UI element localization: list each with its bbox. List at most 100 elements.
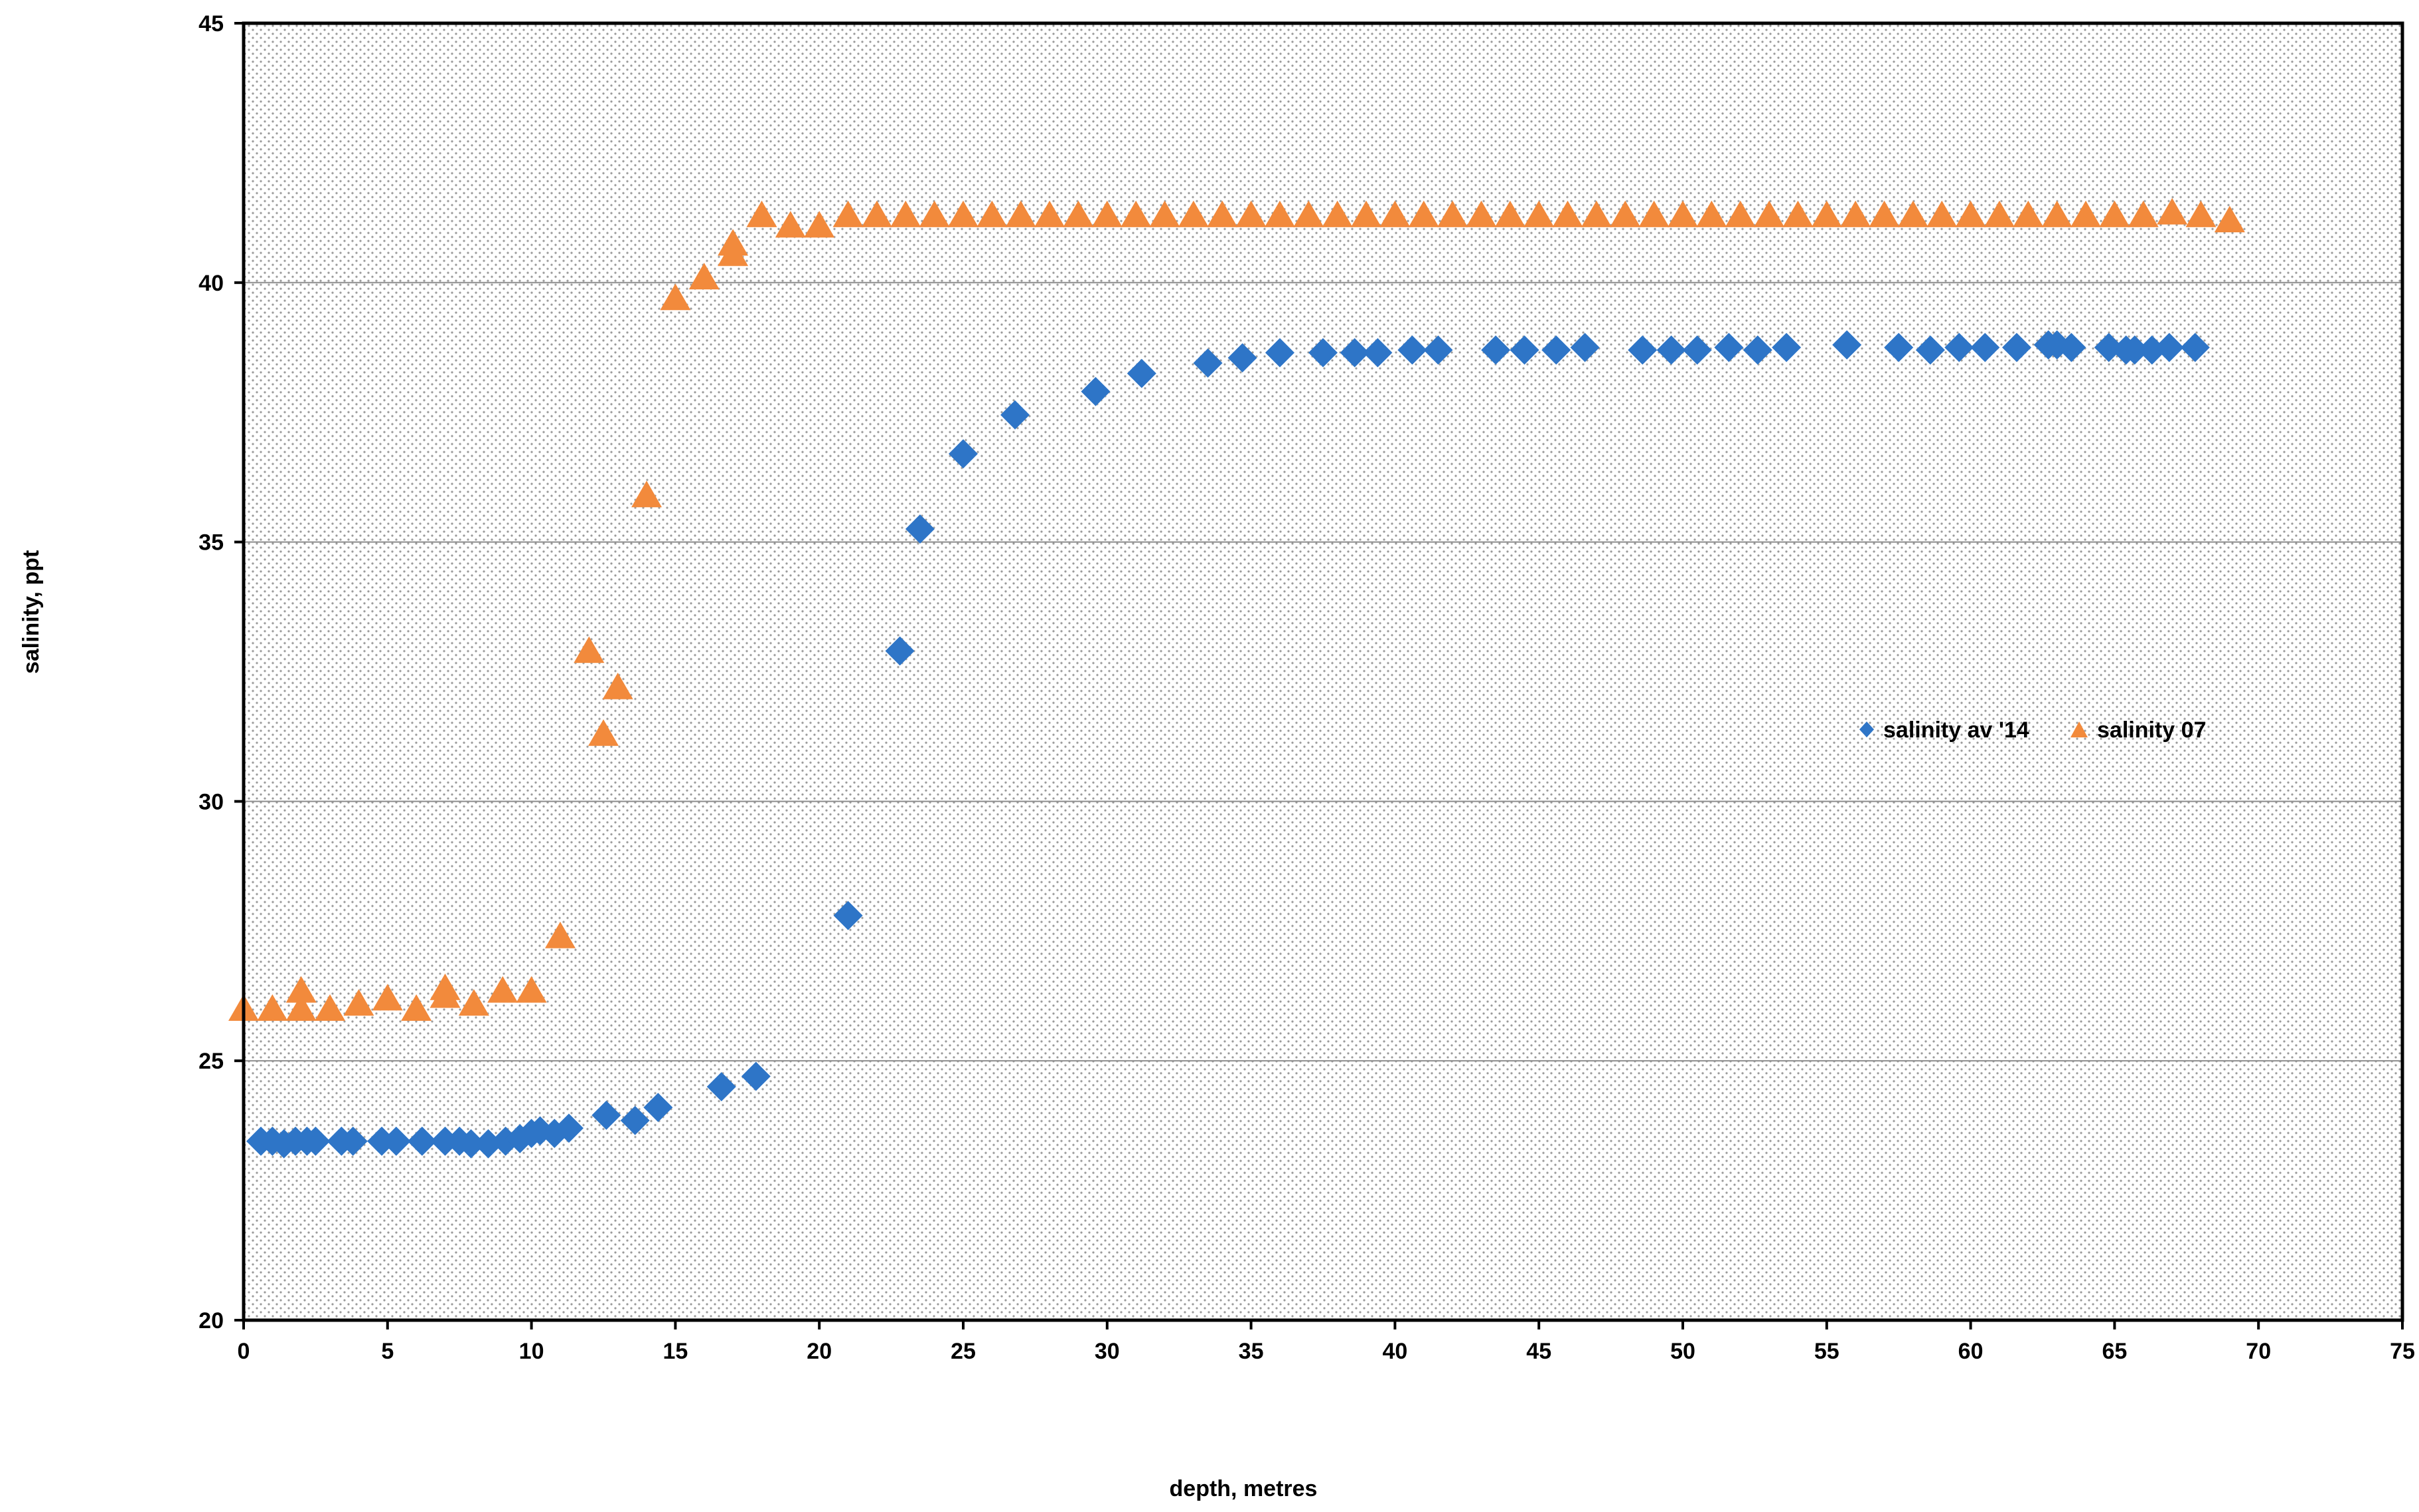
- data-point-diamond: [741, 1061, 771, 1091]
- data-point-triangle: [1235, 200, 1267, 228]
- data-point-diamond: [381, 1126, 411, 1156]
- data-point-diamond: [885, 636, 915, 666]
- x-tick-label: 65: [2102, 1339, 2127, 1364]
- data-point-triangle: [574, 636, 605, 663]
- data-point-triangle: [1725, 200, 1756, 228]
- x-tick-label: 20: [807, 1339, 832, 1364]
- y-axis-ticks: 20 25 30 35 40 45: [198, 11, 244, 1333]
- x-tick-label: 60: [1958, 1339, 1984, 1364]
- data-point-triangle: [429, 973, 461, 1000]
- data-point-triangle: [775, 210, 806, 238]
- data-point-diamond: [2137, 335, 2167, 365]
- data-point-diamond: [1944, 333, 1974, 362]
- data-point-diamond: [620, 1106, 650, 1136]
- y-tick-label: 40: [198, 271, 224, 296]
- x-axis-ticks: 0 5 10 15 20 25 30 35 40 45 50 55 60 65 70 75: [238, 1320, 2415, 1364]
- data-point-triangle: [1091, 200, 1123, 228]
- data-point-triangle: [1610, 200, 1641, 228]
- data-point-diamond: [591, 1100, 621, 1130]
- data-point-triangle: [1696, 200, 1727, 228]
- data-point-diamond: [1227, 343, 1257, 373]
- legend: salinity av '14 salinity 07: [1859, 718, 2206, 743]
- x-tick-label: 5: [381, 1339, 394, 1364]
- data-point-triangle: [2157, 198, 2188, 225]
- data-point-triangle: [804, 210, 835, 238]
- series-salinity-av-14: [246, 330, 2210, 1159]
- x-tick-label: 35: [1239, 1339, 1264, 1364]
- data-point-diamond: [1714, 333, 1744, 362]
- data-point-triangle: [1840, 200, 1871, 228]
- y-tick-label: 20: [198, 1308, 224, 1333]
- data-point-triangle: [1005, 200, 1036, 228]
- data-point-triangle: [1121, 200, 1152, 228]
- x-tick-label: 15: [663, 1339, 688, 1364]
- data-point-triangle: [1437, 200, 1468, 228]
- x-tick-label: 40: [1382, 1339, 1407, 1364]
- data-point-triangle: [1178, 200, 1209, 228]
- data-point-diamond: [2120, 335, 2149, 365]
- data-point-triangle: [1869, 200, 1900, 228]
- data-point-triangle: [832, 200, 864, 228]
- data-point-triangle: [1351, 200, 1382, 228]
- data-point-triangle: [487, 976, 518, 1003]
- data-point-triangle: [1926, 200, 1958, 228]
- data-point-triangle: [2099, 200, 2130, 228]
- data-point-diamond: [1915, 335, 1945, 365]
- data-point-diamond: [833, 901, 863, 931]
- x-tick-label: 70: [2246, 1339, 2271, 1364]
- data-point-triangle: [746, 200, 777, 228]
- data-point-triangle: [1638, 200, 1670, 228]
- data-point-triangle: [1668, 200, 1698, 228]
- data-point-triangle: [1984, 200, 2015, 228]
- data-point-triangle: [544, 921, 576, 948]
- data-point-triangle: [919, 200, 950, 228]
- x-tick-label: 75: [2390, 1339, 2415, 1364]
- legend-label-salinity-av-14: salinity av '14: [1883, 718, 2029, 743]
- data-point-triangle: [1523, 200, 1555, 228]
- x-tick-label: 0: [238, 1339, 250, 1364]
- data-series-layer: [228, 198, 2245, 1159]
- x-tick-label: 30: [1095, 1339, 1120, 1364]
- data-point-diamond: [2057, 333, 2086, 362]
- x-tick-label: 55: [1814, 1339, 1839, 1364]
- data-point-triangle: [1408, 200, 1439, 228]
- data-point-triangle: [2013, 200, 2044, 228]
- data-point-triangle: [285, 994, 317, 1021]
- data-point-diamond: [1308, 338, 1338, 368]
- data-point-diamond: [706, 1072, 736, 1102]
- data-point-triangle: [1207, 200, 1238, 228]
- data-point-diamond: [456, 1129, 486, 1159]
- data-point-diamond: [1340, 338, 1369, 368]
- data-point-triangle: [1811, 200, 1842, 228]
- data-point-diamond: [1081, 376, 1111, 406]
- data-point-diamond: [1743, 335, 1772, 365]
- data-point-triangle: [1034, 200, 1065, 228]
- data-point-diamond: [1397, 335, 1427, 365]
- data-point-triangle: [458, 989, 489, 1016]
- data-point-triangle: [401, 994, 432, 1021]
- data-point-triangle: [1264, 200, 1295, 228]
- data-point-triangle: [1552, 200, 1583, 228]
- data-point-triangle: [2128, 200, 2159, 228]
- x-tick-label: 10: [519, 1339, 544, 1364]
- data-point-triangle: [1955, 200, 1986, 228]
- data-point-triangle: [2214, 206, 2245, 233]
- data-point-triangle: [1581, 200, 1612, 228]
- y-tick-label: 35: [198, 530, 224, 556]
- data-point-triangle: [890, 200, 921, 228]
- data-point-triangle: [2185, 200, 2217, 228]
- data-point-triangle: [602, 672, 633, 700]
- x-axis-title: depth, metres: [1170, 1476, 1318, 1501]
- data-point-triangle: [343, 989, 374, 1016]
- data-point-diamond: [2001, 333, 2031, 362]
- legend-label-salinity-07: salinity 07: [2097, 718, 2206, 743]
- data-point-diamond: [1127, 358, 1156, 388]
- data-point-diamond: [1423, 335, 1453, 365]
- data-point-diamond: [905, 514, 935, 544]
- data-point-diamond: [2180, 333, 2210, 362]
- data-point-diamond: [949, 439, 978, 469]
- data-point-triangle: [1293, 200, 1324, 228]
- data-point-diamond: [301, 1126, 331, 1156]
- data-point-triangle: [1754, 200, 1785, 228]
